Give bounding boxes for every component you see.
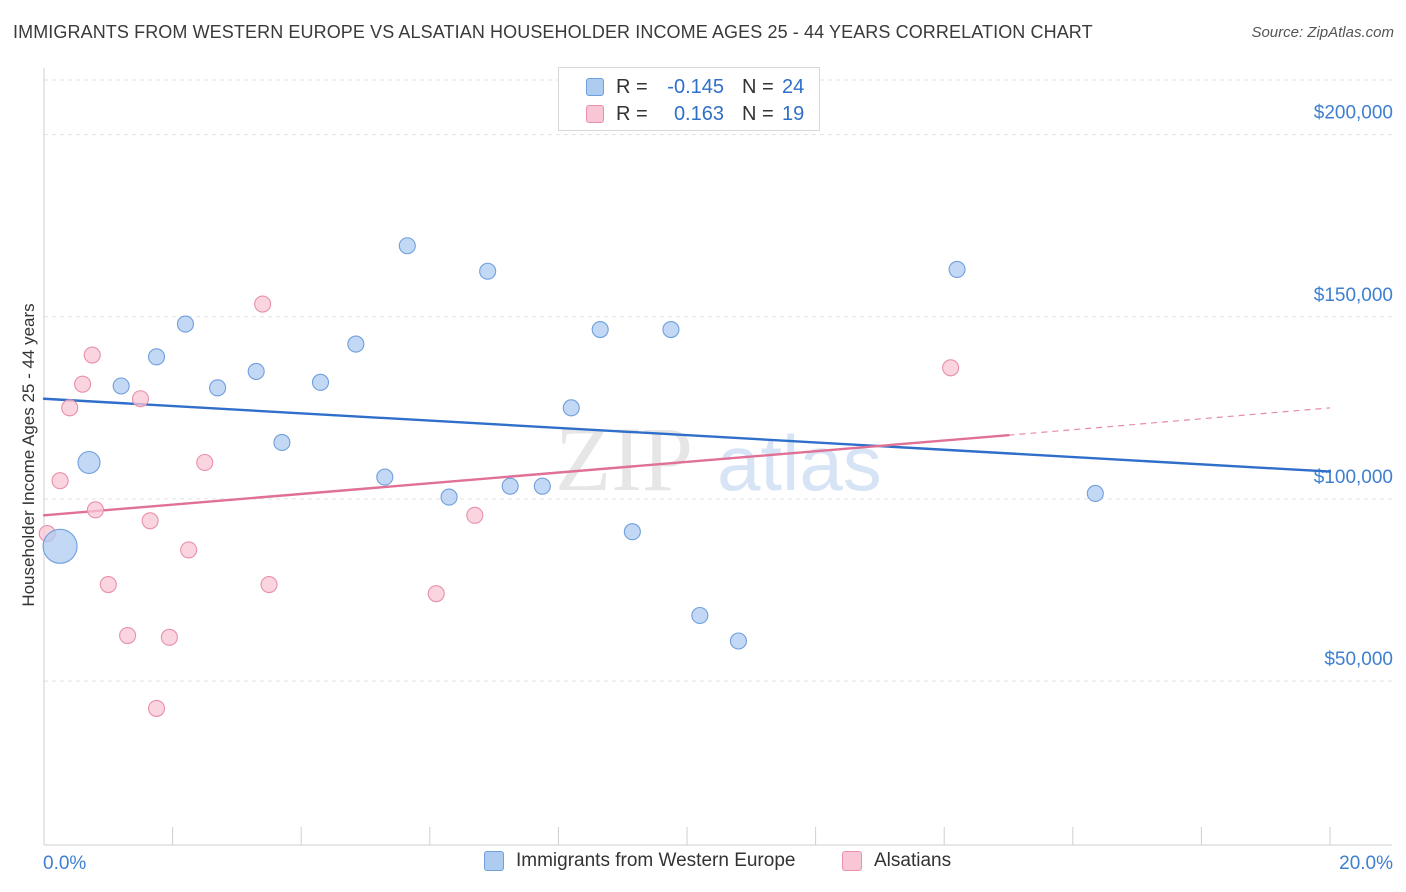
point-western-europe bbox=[273, 433, 291, 452]
point-western-europe bbox=[623, 523, 641, 541]
point-western-europe bbox=[729, 632, 747, 650]
y-tick-label: $150,000 bbox=[1314, 285, 1393, 306]
point-western-europe bbox=[948, 260, 966, 278]
point-western-europe bbox=[1086, 484, 1104, 503]
legend-swatch-western-europe bbox=[484, 851, 504, 871]
legend-row-western-europe: R = -0.145 N = 24 bbox=[559, 73, 804, 101]
source-label: Source: ZipAtlas.com bbox=[1251, 24, 1394, 41]
point-alsatians bbox=[51, 472, 69, 490]
data-points bbox=[38, 237, 1104, 717]
point-alsatians bbox=[61, 399, 79, 417]
r-label: R = bbox=[616, 102, 648, 125]
legend-swatch-western-europe bbox=[586, 78, 604, 96]
point-alsatians bbox=[86, 501, 104, 519]
n-value: 19 bbox=[782, 102, 805, 125]
watermark-atlas: atlas bbox=[717, 419, 882, 507]
point-western-europe bbox=[209, 379, 227, 397]
point-western-europe bbox=[398, 237, 416, 255]
point-western-europe bbox=[176, 315, 195, 333]
point-western-europe bbox=[42, 528, 78, 564]
point-western-europe bbox=[376, 468, 394, 486]
point-western-europe bbox=[77, 450, 101, 475]
point-western-europe bbox=[501, 477, 519, 495]
point-western-europe bbox=[311, 373, 330, 391]
y-tick-label: $100,000 bbox=[1314, 467, 1393, 488]
point-alsatians bbox=[83, 346, 101, 364]
n-label: N = bbox=[742, 102, 774, 125]
point-western-europe bbox=[112, 377, 130, 395]
grid-lines bbox=[44, 79, 1396, 682]
point-alsatians bbox=[147, 699, 166, 717]
point-alsatians bbox=[466, 506, 484, 524]
x-tick-label: 0.0% bbox=[43, 853, 86, 874]
watermark: ZIP atlas bbox=[555, 408, 882, 510]
point-western-europe bbox=[533, 477, 551, 495]
trend-line-alsatians bbox=[42, 433, 1010, 517]
r-value: 0.163 bbox=[673, 102, 724, 125]
point-western-europe bbox=[662, 320, 680, 339]
point-alsatians bbox=[141, 512, 159, 530]
point-alsatians bbox=[427, 585, 445, 603]
legend-row-alsatians: R = 0.163 N = 19 bbox=[559, 100, 804, 128]
legend-label-alsatians: Alsatians bbox=[874, 850, 952, 871]
point-alsatians bbox=[160, 628, 178, 646]
y-tick-label: $50,000 bbox=[1324, 649, 1393, 670]
point-alsatians bbox=[260, 575, 278, 594]
legend-item-western-europe[interactable]: Immigrants from Western Europe bbox=[484, 850, 795, 872]
y-tick-label: $200,000 bbox=[1314, 103, 1393, 124]
point-western-europe bbox=[247, 362, 265, 380]
series-legend: Immigrants from Western Europe Alsatians bbox=[0, 850, 1406, 878]
point-western-europe bbox=[440, 488, 458, 506]
legend-swatch-alsatians bbox=[842, 851, 862, 871]
point-western-europe bbox=[591, 320, 609, 339]
point-western-europe bbox=[479, 262, 497, 280]
x-tick-label: 20.0% bbox=[1339, 853, 1393, 874]
axes: $50,000 $100,000 $150,000 $200,000 0.0% 20.0% bbox=[43, 68, 1393, 874]
n-label: N = bbox=[742, 75, 774, 98]
trend-line-extension bbox=[1008, 407, 1331, 436]
y-axis-label: Householder Income Ages 25 - 44 years bbox=[19, 303, 38, 606]
chart-title: IMMIGRANTS FROM WESTERN EUROPE VS ALSATI… bbox=[13, 22, 1093, 42]
correlation-legend: R = -0.145 N = 24 R = 0.163 N = 19 bbox=[558, 67, 820, 131]
r-value: -0.145 bbox=[667, 75, 724, 98]
r-label: R = bbox=[616, 75, 648, 98]
legend-swatch-alsatians bbox=[586, 105, 604, 123]
point-western-europe bbox=[147, 348, 166, 366]
point-alsatians bbox=[180, 541, 198, 559]
trend-lines bbox=[42, 397, 1332, 517]
point-western-europe bbox=[347, 335, 365, 353]
point-western-europe bbox=[562, 399, 580, 417]
point-alsatians bbox=[131, 390, 149, 408]
point-alsatians bbox=[942, 359, 960, 377]
legend-label-western-europe: Immigrants from Western Europe bbox=[516, 850, 796, 871]
watermark-zip: ZIP bbox=[555, 408, 693, 510]
point-western-europe bbox=[691, 606, 709, 625]
point-alsatians bbox=[99, 575, 117, 594]
point-alsatians bbox=[74, 375, 92, 393]
point-alsatians bbox=[196, 453, 214, 472]
point-alsatians bbox=[254, 295, 272, 313]
point-alsatians bbox=[119, 626, 137, 645]
n-value: 24 bbox=[782, 75, 805, 98]
trend-line-western-europe bbox=[42, 397, 1332, 473]
legend-item-alsatians[interactable]: Alsatians bbox=[842, 850, 951, 872]
